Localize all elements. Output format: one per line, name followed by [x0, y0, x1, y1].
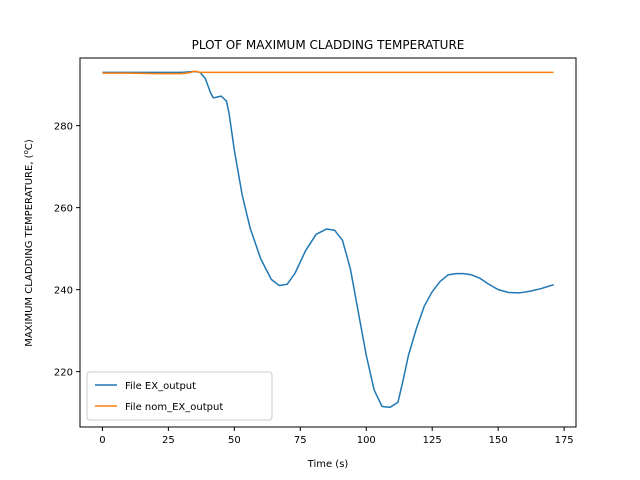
x-tick-label: 125 — [423, 435, 442, 446]
x-tick-label: 25 — [162, 435, 175, 446]
chart-title: PLOT OF MAXIMUM CLADDING TEMPERATURE — [192, 38, 465, 52]
x-tick-label: 0 — [99, 435, 105, 446]
y-tick-label: 280 — [54, 122, 73, 133]
series-line-2 — [102, 70, 554, 75]
x-tick-label: 175 — [555, 435, 574, 446]
legend-box — [86, 371, 273, 421]
series-line-1 — [102, 70, 554, 409]
x-tick-label: 100 — [357, 435, 376, 446]
y-axis-ticks: 220 240 260 280 — [54, 122, 80, 379]
plot-frame — [79, 57, 577, 428]
legend: File EX_output File nom_EX_output — [86, 371, 273, 421]
y-axis-label: MAXIMUM CLADDING TEMPERATURE, (oC) — [22, 139, 35, 347]
x-tick-label: 50 — [228, 435, 241, 446]
x-axis-ticks: 0 25 50 75 100 125 150 175 — [99, 427, 574, 446]
y-tick-label: 240 — [54, 286, 73, 297]
x-axis-label: Time (s) — [307, 459, 349, 470]
legend-label: File nom_EX_output — [125, 402, 223, 413]
x-tick-label: 75 — [294, 435, 307, 446]
series-lines — [102, 70, 554, 409]
x-tick-label: 150 — [489, 435, 508, 446]
y-tick-label: 260 — [54, 204, 73, 215]
legend-label: File EX_output — [125, 381, 196, 392]
y-tick-label: 220 — [54, 368, 73, 379]
